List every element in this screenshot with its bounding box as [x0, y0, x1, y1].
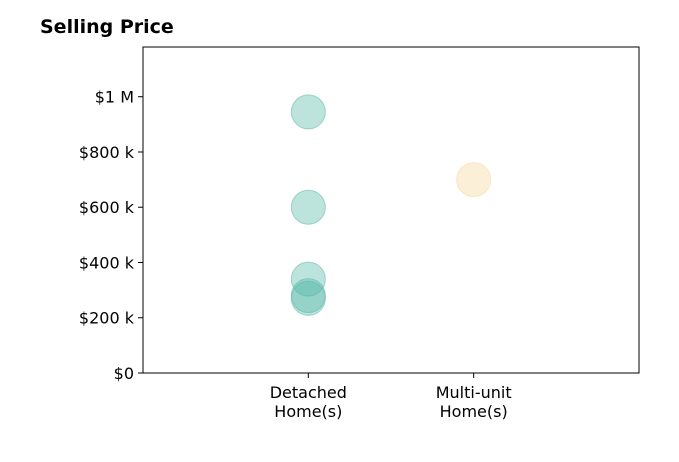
y-tick-label: $600 k: [79, 198, 135, 217]
y-tick-label: $0: [114, 364, 134, 383]
y-tick-label: $200 k: [79, 309, 135, 328]
y-tick-label: $400 k: [79, 253, 135, 272]
x-tick-label: Detached Home(s): [270, 383, 347, 421]
data-point: [290, 94, 326, 130]
x-tick-label: Multi-unit Home(s): [436, 383, 512, 421]
y-axis: $0 $200 k $400 k $600 k $800 k $1 M: [79, 88, 143, 383]
plot-frame: [142, 46, 640, 374]
x-axis: Detached Home(s) Multi-unit Home(s): [270, 373, 512, 421]
y-tick-label: $1 M: [95, 88, 134, 107]
data-point: [290, 280, 326, 316]
y-tick-label: $800 k: [79, 143, 135, 162]
data-point: [290, 189, 326, 225]
chart-title: Selling Price: [40, 16, 174, 38]
data-point: [456, 162, 492, 198]
points-layer: [290, 94, 492, 316]
